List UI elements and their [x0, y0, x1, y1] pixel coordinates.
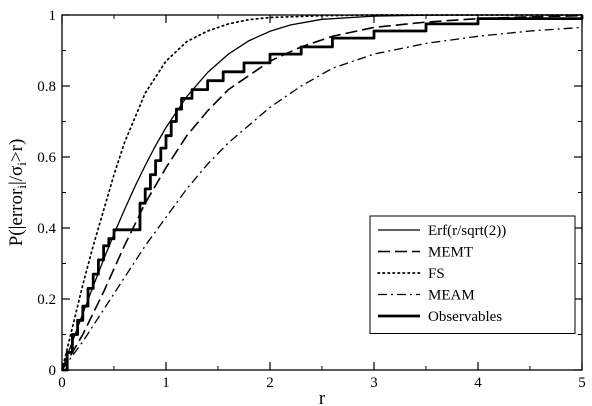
y-axis-label-part: P(|error	[6, 188, 27, 246]
y-tick-label: 0.2	[37, 292, 56, 308]
y-tick-label: 0.4	[37, 221, 56, 237]
y-axis-label-part: >r)	[6, 139, 27, 162]
y-tick-label: 0.8	[37, 79, 56, 95]
y-axis-label-subscript: i	[14, 185, 29, 189]
axis-ticks	[61, 14, 583, 371]
y-axis-label: P(|errori|/σi>r)	[6, 139, 29, 247]
x-axis-label: r	[319, 388, 326, 406]
y-tick-label: 0.6	[37, 150, 56, 166]
legend-label: MEAM	[428, 288, 475, 304]
x-tick-label: 0	[58, 375, 66, 391]
y-axis-label-subscript: i	[14, 162, 29, 166]
series-line-meam	[61, 26, 583, 371]
x-tick-label: 4	[474, 375, 482, 391]
legend-label: MEMT	[428, 245, 473, 261]
y-tick-label: 1	[49, 8, 57, 24]
series-line-memt	[61, 14, 583, 371]
legend-label: Erf(r/sqrt(2))	[428, 223, 506, 239]
x-tick-label: 1	[162, 375, 170, 391]
legend: Erf(r/sqrt(2)) MEMT FS MEAM Observables	[369, 215, 576, 334]
series-line-observables	[62, 15, 584, 372]
x-tick-label: 3	[370, 375, 378, 391]
x-tick-label: 5	[578, 375, 586, 391]
axis-tick-labels: 0 1 2 3 4 5 0 0.2 0.4 0.6 0.8 1	[37, 8, 586, 391]
y-tick-label: 0	[49, 363, 57, 379]
legend-label: Observables	[428, 309, 502, 325]
series-line-fs	[61, 14, 583, 371]
x-tick-label: 2	[266, 375, 274, 391]
legend-label: FS	[428, 266, 445, 282]
y-axis-label-part: |/σ	[6, 166, 27, 185]
legend-box	[369, 215, 576, 334]
plot-curves	[61, 14, 584, 372]
